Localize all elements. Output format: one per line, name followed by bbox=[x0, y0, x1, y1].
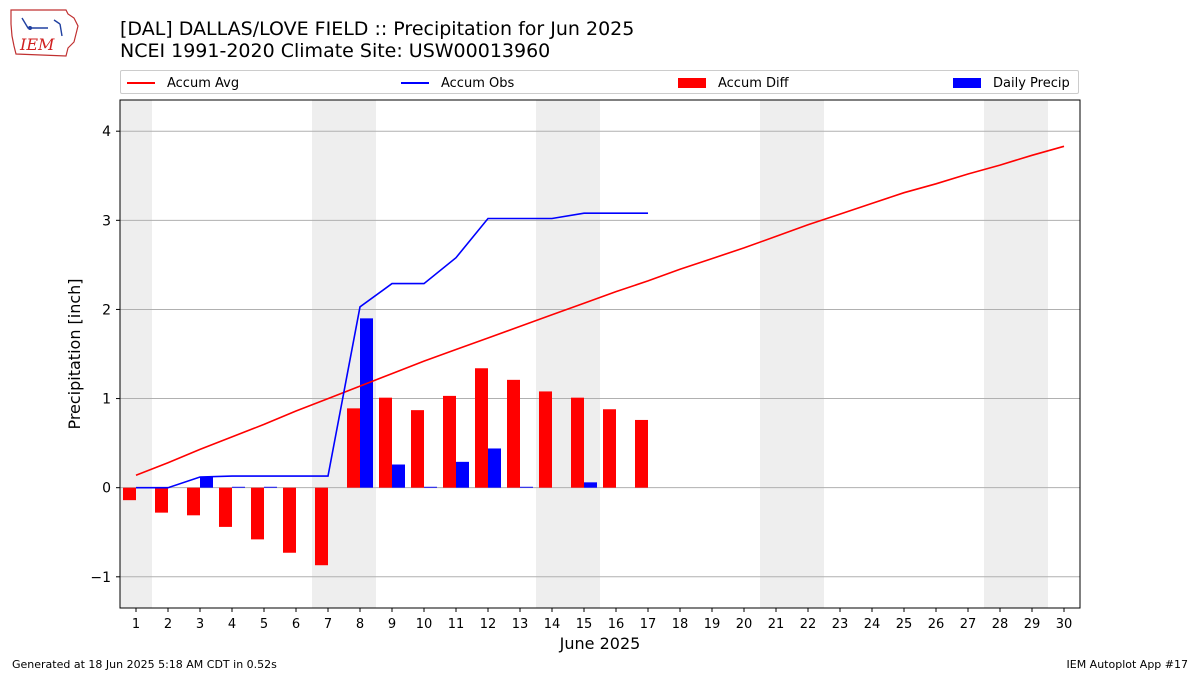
bar-accum-diff-day-12 bbox=[475, 368, 488, 488]
xtick-label-20: 20 bbox=[736, 617, 753, 632]
bar-daily-precip-day-5 bbox=[264, 486, 277, 488]
bar-accum-diff-day-11 bbox=[443, 395, 456, 488]
legend-item-daily-precip: Daily Precip bbox=[953, 74, 1070, 92]
weekend-shade-day-15 bbox=[568, 100, 600, 608]
xtick-label-29: 29 bbox=[1024, 617, 1041, 632]
xtick-label-11: 11 bbox=[448, 617, 465, 632]
bar-accum-diff-day-10 bbox=[411, 410, 424, 488]
xtick-label-30: 30 bbox=[1056, 617, 1073, 632]
legend-label-accum-avg: Accum Avg bbox=[167, 75, 240, 91]
chart-legend: Accum Avg Accum Obs Accum Diff Daily Pre… bbox=[120, 70, 1079, 94]
xtick-label-15: 15 bbox=[576, 617, 593, 632]
bar-daily-precip-day-11 bbox=[456, 461, 469, 488]
xtick-label-13: 13 bbox=[512, 617, 529, 632]
x-axis-label: June 2025 bbox=[559, 634, 641, 653]
bar-daily-precip-day-10 bbox=[424, 486, 437, 488]
weekend-shade-day-1 bbox=[120, 100, 152, 608]
xtick-label-4: 4 bbox=[228, 617, 236, 632]
footer-generated: Generated at 18 Jun 2025 5:18 AM CDT in … bbox=[12, 658, 277, 671]
ytick-label-3: 2 bbox=[102, 302, 111, 318]
xtick-label-23: 23 bbox=[832, 617, 849, 632]
ytick-label-0: −1 bbox=[90, 570, 111, 586]
bar-accum-diff-day-17 bbox=[635, 419, 648, 488]
xtick-label-21: 21 bbox=[768, 617, 785, 632]
bar-accum-diff-day-14 bbox=[539, 391, 552, 488]
xtick-label-8: 8 bbox=[356, 617, 364, 632]
legend-item-accum-avg: Accum Avg bbox=[127, 74, 239, 92]
logo-text: IEM bbox=[19, 35, 55, 54]
xtick-label-14: 14 bbox=[544, 617, 561, 632]
xtick-label-27: 27 bbox=[960, 617, 977, 632]
xtick-label-7: 7 bbox=[324, 617, 332, 632]
weekend-shade-day-28 bbox=[984, 100, 1016, 608]
plot-frame bbox=[119, 99, 1081, 609]
legend-label-accum-obs: Accum Obs bbox=[441, 75, 515, 91]
xtick-label-2: 2 bbox=[164, 617, 172, 632]
bar-accum-diff-day-5 bbox=[251, 487, 264, 540]
xtick-label-9: 9 bbox=[388, 617, 396, 632]
legend-swatch-daily-precip bbox=[953, 78, 981, 88]
weekend-shade-day-29 bbox=[1016, 100, 1048, 608]
bar-accum-diff-day-3 bbox=[187, 487, 200, 516]
legend-item-accum-diff: Accum Diff bbox=[678, 74, 789, 92]
weekend-shade-day-14 bbox=[536, 100, 568, 608]
iowa-outline-icon bbox=[10, 9, 79, 57]
legend-label-accum-diff: Accum Diff bbox=[718, 75, 789, 91]
bar-accum-diff-day-7 bbox=[315, 487, 328, 566]
xtick-label-16: 16 bbox=[608, 617, 625, 632]
xtick-label-6: 6 bbox=[292, 617, 300, 632]
legend-label-daily-precip: Daily Precip bbox=[993, 75, 1070, 91]
bar-daily-precip-day-4 bbox=[232, 486, 245, 488]
bar-accum-diff-day-8 bbox=[347, 408, 360, 488]
page-title: [DAL] DALLAS/LOVE FIELD :: Precipitation… bbox=[120, 18, 634, 62]
bar-accum-diff-day-6 bbox=[283, 487, 296, 553]
series-line-accum-avg bbox=[135, 145, 1065, 476]
ytick-label-1: 0 bbox=[102, 481, 111, 497]
xtick-label-17: 17 bbox=[640, 617, 657, 632]
xtick-label-19: 19 bbox=[704, 617, 721, 632]
ytick-label-2: 1 bbox=[102, 392, 111, 408]
ytick-label-4: 3 bbox=[102, 213, 111, 229]
xtick-label-28: 28 bbox=[992, 617, 1009, 632]
xtick-label-24: 24 bbox=[864, 617, 881, 632]
legend-swatch-accum-avg bbox=[127, 82, 155, 84]
legend-swatch-accum-obs bbox=[401, 82, 429, 84]
iem-logo: IEM bbox=[10, 9, 79, 57]
weekend-shade-day-22 bbox=[792, 100, 824, 608]
bar-daily-precip-day-3 bbox=[200, 476, 213, 488]
xtick-label-5: 5 bbox=[260, 617, 268, 632]
title-line-2: NCEI 1991-2020 Climate Site: USW00013960 bbox=[120, 40, 551, 62]
footer-app: IEM Autoplot App #17 bbox=[1066, 658, 1189, 671]
bar-accum-diff-day-1 bbox=[123, 487, 136, 501]
bar-accum-diff-day-9 bbox=[379, 397, 392, 488]
xtick-label-18: 18 bbox=[672, 617, 689, 632]
legend-swatch-accum-diff bbox=[678, 78, 706, 88]
bar-daily-precip-day-9 bbox=[392, 464, 405, 488]
bar-accum-diff-day-16 bbox=[603, 409, 616, 488]
xtick-label-1: 1 bbox=[132, 617, 140, 632]
bar-accum-diff-day-2 bbox=[155, 487, 168, 513]
bar-daily-precip-day-12 bbox=[488, 448, 501, 488]
title-line-1: [DAL] DALLAS/LOVE FIELD :: Precipitation… bbox=[120, 18, 635, 40]
xtick-label-22: 22 bbox=[800, 617, 817, 632]
xtick-label-25: 25 bbox=[896, 617, 913, 632]
bar-accum-diff-day-15 bbox=[571, 397, 584, 488]
legend-item-accum-obs: Accum Obs bbox=[401, 74, 514, 92]
y-axis-label: Precipitation [inch] bbox=[65, 278, 84, 429]
bar-daily-precip-day-8 bbox=[360, 318, 373, 488]
xtick-label-10: 10 bbox=[416, 617, 433, 632]
bar-daily-precip-day-13 bbox=[520, 486, 533, 488]
weekend-shade-day-21 bbox=[760, 100, 792, 608]
ytick-label-5: 4 bbox=[102, 124, 111, 140]
bar-accum-diff-day-4 bbox=[219, 487, 232, 527]
bar-accum-diff-day-13 bbox=[507, 379, 520, 488]
xtick-label-3: 3 bbox=[196, 617, 204, 632]
bar-daily-precip-day-15 bbox=[584, 482, 597, 488]
xtick-label-26: 26 bbox=[928, 617, 945, 632]
xtick-label-12: 12 bbox=[480, 617, 497, 632]
